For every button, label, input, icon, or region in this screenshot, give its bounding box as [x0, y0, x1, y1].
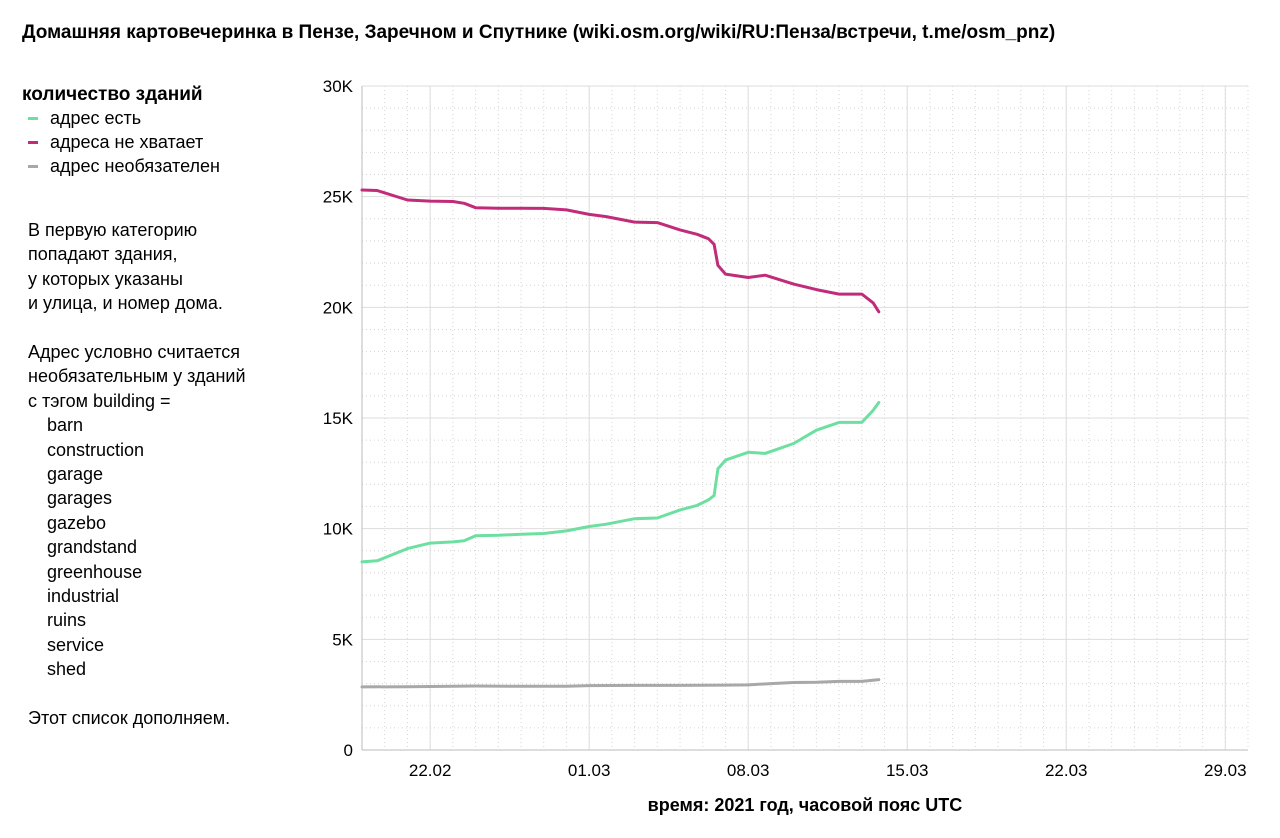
- legend-swatch-address-optional: [28, 164, 38, 168]
- chart-title: Домашняя картовечеринка в Пензе, Заречно…: [22, 22, 1056, 43]
- legend-label-address-optional: адрес необязателен: [50, 156, 220, 176]
- y-tick-label: 5K: [332, 630, 353, 649]
- y-tick-label: 20K: [323, 298, 354, 317]
- grid: [361, 85, 1249, 751]
- building-tag: barn: [47, 415, 84, 436]
- legend-title: количество зданий: [22, 84, 203, 105]
- x-tick-label: 01.03: [568, 761, 611, 780]
- legend-item-address-optional: адрес необязателен: [22, 154, 220, 178]
- series-line-1: [360, 188, 881, 314]
- legend: количество зданий адрес есть адреса не х…: [22, 84, 220, 178]
- legend-item-address-missing: адреса не хватает: [22, 130, 220, 154]
- legend-label-address-present: адрес есть: [50, 108, 142, 128]
- series: [360, 188, 881, 689]
- x-axis-title: время: 2021 год, часовой пояс UTC: [648, 795, 963, 815]
- y-tick-label: 10K: [323, 520, 354, 539]
- y-tick-label: 0: [344, 741, 353, 760]
- series-line-0: [360, 401, 881, 564]
- x-tick-label: 22.03: [1045, 761, 1088, 780]
- legend-item-address-present: адрес есть: [22, 106, 220, 130]
- x-tick-label: 22.02: [409, 761, 452, 780]
- building-tag: garages: [47, 488, 113, 509]
- note-line: с тэгом building =: [28, 390, 171, 411]
- notes-footer: Этот список дополняем.: [28, 708, 231, 729]
- x-tick-label: 15.03: [886, 761, 929, 780]
- building-tag: greenhouse: [47, 561, 143, 582]
- y-tick-label: 30K: [323, 77, 354, 96]
- legend-swatch-address-present: [28, 116, 38, 120]
- legend-label-address-missing: адреса не хватает: [50, 132, 204, 152]
- axes: 0 5K 10K 15K 20K 25K 30K 22.02 01.03 08.03 15.03 22…: [323, 77, 1248, 780]
- building-tag: service: [47, 634, 105, 655]
- notes: В первую категорию попадают здания, у ко…: [28, 218, 246, 731]
- series-line-2: [360, 678, 881, 689]
- note-line: попадают здания,: [28, 244, 178, 265]
- building-tag: shed: [47, 659, 87, 680]
- note-line: и улица, и номер дома.: [28, 293, 223, 314]
- building-tag: industrial: [47, 586, 120, 607]
- note-line: Адрес условно считается: [28, 342, 241, 363]
- legend-swatch-address-missing: [28, 140, 38, 144]
- x-tick-label: 08.03: [727, 761, 770, 780]
- building-tag: construction: [47, 439, 145, 460]
- y-tick-label: 25K: [323, 188, 354, 207]
- note-line: В первую категорию: [28, 220, 198, 240]
- y-tick-label: 15K: [323, 409, 354, 428]
- note-line: необязательным у зданий: [28, 366, 246, 387]
- x-tick-label: 29.03: [1204, 761, 1247, 780]
- note-line: у которых указаны: [28, 268, 183, 289]
- building-tag: grandstand: [47, 537, 138, 558]
- building-tag: garage: [47, 464, 104, 485]
- building-tag: gazebo: [47, 512, 107, 533]
- building-tag: ruins: [47, 610, 87, 631]
